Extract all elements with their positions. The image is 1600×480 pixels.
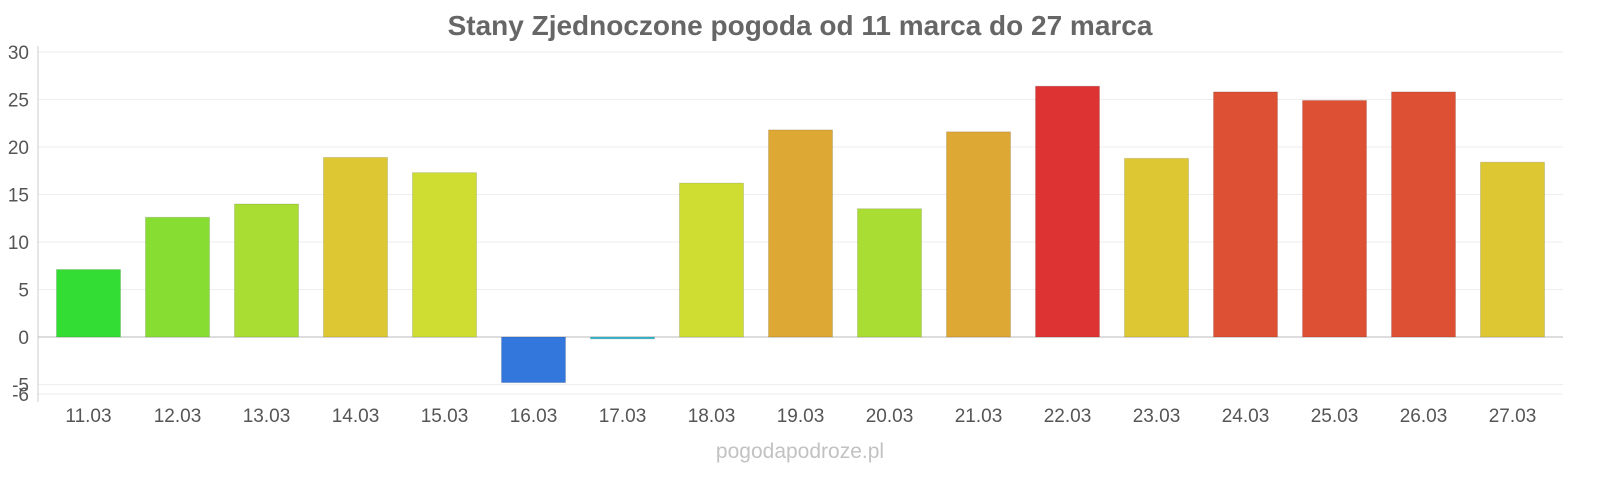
- x-tick-label: 22.03: [1044, 406, 1092, 427]
- x-tick-labels: 11.03 12.03 13.03 14.03 15.03 16.03 17.03 18.03…: [65, 406, 1536, 427]
- x-tick-label: 19.03: [777, 406, 825, 427]
- bar: [1391, 91, 1456, 338]
- y-tick-label: 10: [8, 233, 29, 254]
- bar: [1124, 157, 1189, 338]
- x-tick-label: 26.03: [1400, 406, 1448, 427]
- y-tick-label: 15: [8, 186, 29, 207]
- x-tick-label: 23.03: [1133, 406, 1181, 427]
- bar: [768, 129, 833, 338]
- watermark: pogodapodroze.pl: [715, 440, 885, 463]
- bar: [857, 208, 922, 338]
- bar: [412, 172, 477, 338]
- x-tick-label: 18.03: [688, 406, 736, 427]
- x-tick-label: 21.03: [955, 406, 1003, 427]
- y-tick-label: 20: [8, 138, 29, 159]
- x-tick-label: 20.03: [866, 406, 914, 427]
- x-tick-label: 27.03: [1489, 406, 1537, 427]
- x-tick-label: 16.03: [510, 406, 558, 427]
- y-tick-label: 0: [18, 328, 29, 349]
- bar: [501, 336, 566, 384]
- bars: [56, 85, 1545, 384]
- x-tick-label: 13.03: [243, 406, 291, 427]
- chart-title: Stany Zjednoczone pogoda od 11 marca do …: [447, 10, 1153, 41]
- x-tick-label: 25.03: [1311, 406, 1359, 427]
- bar: [679, 182, 744, 338]
- y-tick-label: -6: [12, 385, 29, 406]
- bar: [234, 203, 299, 338]
- bar: [1213, 91, 1278, 338]
- y-tick-label: 5: [18, 281, 29, 302]
- bar: [1035, 85, 1100, 338]
- x-tick-label: 14.03: [332, 406, 380, 427]
- y-tick-labels: -6-5 0 5 10 15 20 25 30: [8, 43, 29, 406]
- bar: [946, 131, 1011, 338]
- x-tick-label: 11.03: [65, 406, 111, 427]
- x-tick-label: 12.03: [154, 406, 202, 427]
- bar: [145, 216, 210, 338]
- bar: [1302, 99, 1367, 338]
- x-tick-label: 24.03: [1222, 406, 1270, 427]
- y-tick-label: 25: [8, 91, 29, 112]
- y-tick-label: 30: [8, 43, 29, 64]
- y-tick-label: -5: [12, 376, 29, 397]
- x-tick-label: 15.03: [421, 406, 469, 427]
- bar: [590, 336, 655, 340]
- bar: [1480, 161, 1545, 338]
- bar: [323, 156, 388, 338]
- bar: [56, 269, 121, 338]
- x-tick-label: 17.03: [599, 406, 647, 427]
